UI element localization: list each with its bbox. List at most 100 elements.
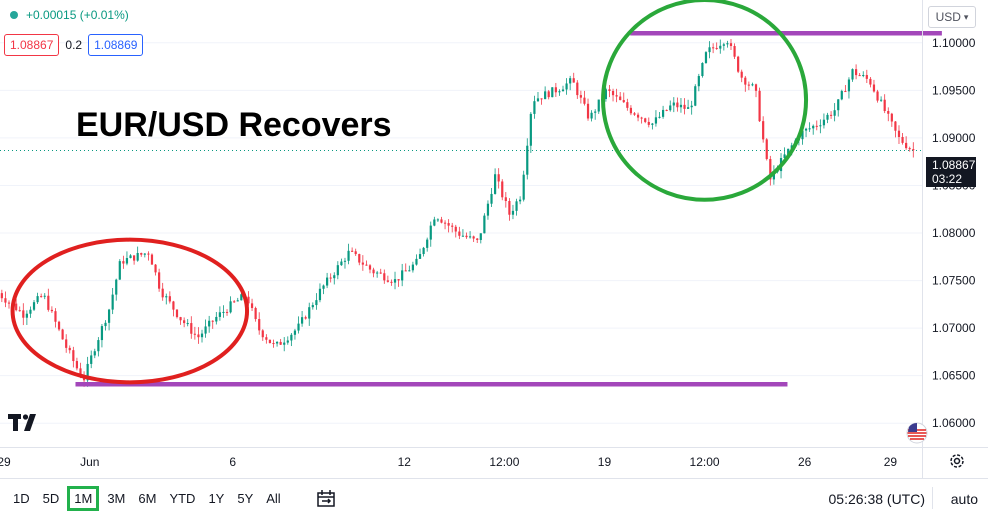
range-button-1y[interactable]: 1Y [208,491,225,506]
range-button-6m[interactable]: 6M [138,491,157,506]
candle-body [118,261,121,280]
candle-body [390,281,393,283]
range-button-5d[interactable]: 5D [42,491,60,506]
utc-clock[interactable]: 05:26:38 (UTC) [828,490,925,507]
candle-body [894,121,897,131]
candle-body [211,320,214,322]
candle-body [765,139,768,160]
candle-body [461,235,465,237]
candle-body [640,117,643,119]
candle-body [147,253,150,255]
candle-body [136,253,139,261]
drawings [10,0,942,387]
candle-body [554,87,557,93]
candle-body [265,337,268,340]
buy-price-button[interactable]: 1.08869 [88,34,144,56]
candle-body [872,84,876,92]
range-button-3m[interactable]: 3M [107,491,126,506]
candle-body [204,326,207,334]
candle-body [583,97,586,104]
candle-body [7,302,11,304]
candle-body [451,225,454,227]
quote-row: 1.08867 0.2 1.08869 [4,34,144,56]
x-tick-label: 12:00 [489,455,519,469]
candle-body [154,264,157,273]
candle-body [762,121,765,140]
y-tick-label: 1.08000 [932,226,976,240]
candle-body [733,46,736,57]
candle-body [218,312,221,317]
candle-body [829,114,833,116]
candle-body [133,255,136,261]
candle-body [808,128,811,130]
candle-body [236,300,239,302]
candle-body [297,323,300,331]
auto-scale-button[interactable]: auto [950,490,978,507]
toolbar-divider [932,487,933,509]
candle-body [415,258,418,265]
range-button-1d[interactable]: 1D [13,491,30,506]
y-tick-label: 1.06000 [932,416,976,430]
candle-body [854,69,858,76]
candle-body [351,250,354,252]
candle-body [97,340,100,352]
candle-body [172,301,175,310]
candle-body [225,311,229,313]
tradingview-logo-icon[interactable] [8,414,40,437]
range-button-ytd[interactable]: YTD [169,491,196,506]
chevron-down-icon: ▾ [963,11,969,22]
candle-body [565,83,568,90]
candle-body [661,109,665,117]
candle-body [193,333,196,335]
sell-price-button[interactable]: 1.08867 [4,34,60,56]
candle-body [376,272,379,274]
currency-button[interactable]: USD ▾ [928,6,976,28]
date-range-list: 1D 5D 1M 3M 6M YTD 1Y 5Y All [5,486,286,511]
last-price-label: 1.08867 [932,158,976,172]
candle-body [647,121,650,125]
range-button-1m[interactable]: 1M [67,486,100,511]
candle-body [654,117,658,124]
candle-body [168,296,171,302]
candle-body [65,339,68,348]
range-button-all[interactable]: All [266,491,281,506]
candle-body [115,279,118,295]
candle-body [72,350,75,362]
candle-body [912,149,915,151]
candle-body [175,309,179,318]
candle-body [240,294,243,301]
candle-body [361,262,364,265]
candle-body [694,86,697,106]
candle-body [100,326,104,341]
candle-body [540,98,543,100]
axes: 1.100001.095001.090001.085001.080001.075… [0,0,988,478]
candle-body [401,270,404,281]
candle-body [479,233,482,240]
candle-body [701,62,704,77]
candle-body [529,113,532,146]
candle-body [558,91,561,93]
candle-body [50,309,53,312]
candle-body [404,270,407,272]
candle-body [619,96,622,101]
us-flag-icon[interactable] [906,422,928,449]
candle-body [887,111,890,114]
candle-body [801,130,804,140]
candle-body [837,99,840,111]
x-tick-label: Jun [80,455,99,469]
candle-body [626,102,629,108]
candle-body [129,255,132,259]
candle-body [744,77,747,85]
candle-body [4,298,7,303]
calendar-range-icon[interactable] [314,487,338,511]
candle-body [0,293,3,299]
range-button-5y[interactable]: 5Y [237,491,254,506]
settings-icon[interactable] [946,450,968,472]
candle-body [787,148,790,155]
candle-body [712,47,715,49]
x-tick-label: 29 [0,455,11,469]
chart-title: EUR/USD Recovers [76,106,392,144]
candle-body [447,223,450,226]
